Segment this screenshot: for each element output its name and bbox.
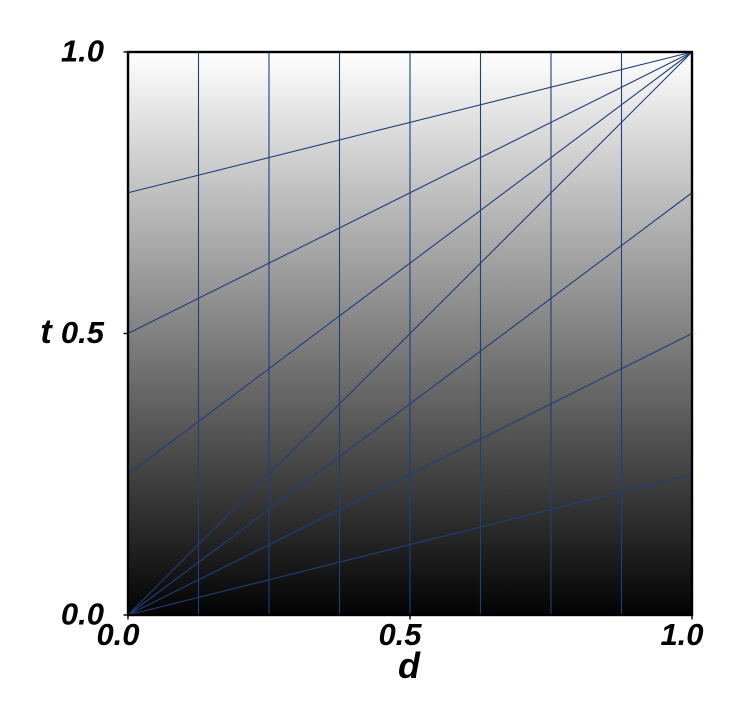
svg-text:1.0: 1.0 xyxy=(660,617,703,652)
svg-text:0.5: 0.5 xyxy=(61,315,105,350)
svg-text:t: t xyxy=(40,313,53,351)
svg-text:0.0: 0.0 xyxy=(96,617,139,652)
svg-text:d: d xyxy=(398,645,421,686)
svg-text:1.0: 1.0 xyxy=(61,34,104,69)
